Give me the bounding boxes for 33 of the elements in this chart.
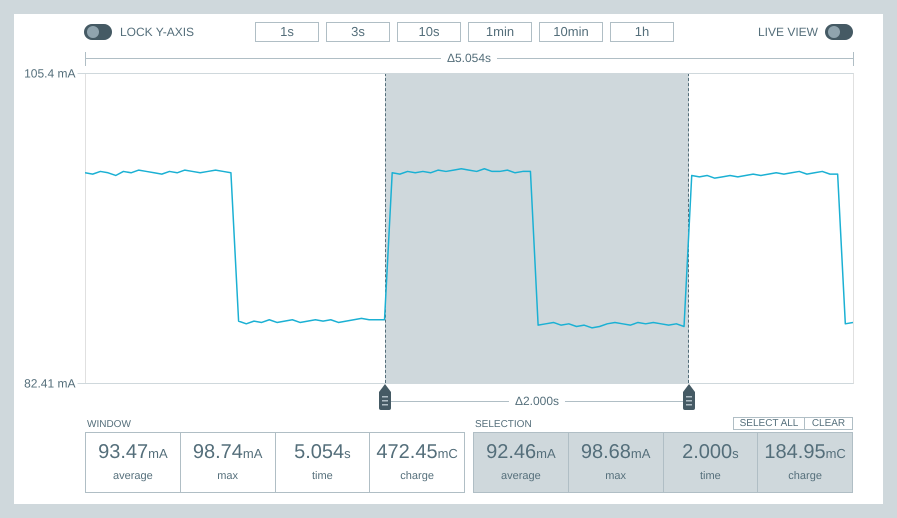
line-series bbox=[85, 168, 853, 329]
text: average bbox=[500, 470, 542, 482]
text: 3s bbox=[326, 22, 390, 42]
text: time bbox=[698, 470, 722, 482]
text: CLEAR bbox=[804, 417, 853, 430]
text: time bbox=[310, 470, 334, 482]
text: 472.45mC bbox=[376, 441, 458, 463]
text: 5.054s bbox=[294, 441, 351, 463]
text: 1s bbox=[255, 22, 319, 42]
text: LIVE VIEW bbox=[758, 25, 818, 39]
text: Δ2.000s bbox=[508, 394, 566, 408]
text: 10s bbox=[397, 22, 461, 42]
text: 98.74mA bbox=[192, 441, 262, 463]
text: 10min bbox=[539, 22, 603, 42]
text: 92.46mA bbox=[486, 441, 556, 463]
text: max bbox=[216, 470, 240, 482]
y-tick-label: 82.41 mA bbox=[24, 376, 76, 390]
text: SELECTION bbox=[475, 419, 532, 430]
text: WINDOW bbox=[87, 419, 131, 430]
text: charge bbox=[399, 470, 435, 482]
y-tick-label: 105.4 mA bbox=[24, 66, 76, 80]
text: 184.95mC bbox=[764, 441, 846, 463]
text: average bbox=[112, 470, 154, 482]
text: max bbox=[604, 470, 628, 482]
text: charge bbox=[787, 470, 823, 482]
text: 1h bbox=[610, 22, 674, 42]
text: 98.68mA bbox=[580, 441, 650, 463]
text: SELECT ALL bbox=[733, 417, 805, 430]
text: 93.47mA bbox=[98, 441, 168, 463]
text: Δ5.054s bbox=[440, 51, 498, 65]
text: 1min bbox=[468, 22, 532, 42]
text: 2.000s bbox=[682, 441, 739, 463]
text: LOCK Y-AXIS bbox=[120, 25, 194, 39]
